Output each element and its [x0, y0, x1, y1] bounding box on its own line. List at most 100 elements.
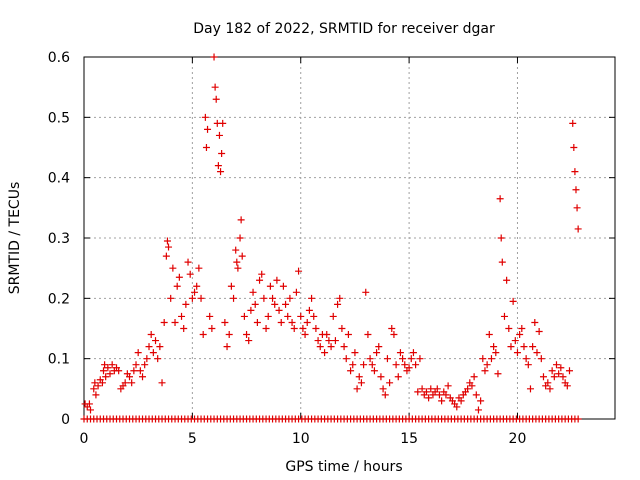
data-point	[162, 252, 170, 260]
data-point	[126, 373, 134, 381]
data-point	[92, 391, 100, 399]
data-point	[214, 162, 222, 170]
data-point	[160, 318, 168, 326]
x-axis-label: GPS time / hours	[285, 459, 402, 475]
data-point	[357, 379, 365, 387]
data-point	[279, 282, 287, 290]
data-point	[212, 95, 220, 103]
data-point	[202, 144, 210, 151]
data-point	[416, 355, 424, 363]
data-point	[321, 349, 329, 357]
data-point	[425, 394, 433, 402]
data-point	[247, 306, 255, 314]
data-point	[102, 373, 110, 381]
data-point	[134, 349, 142, 357]
data-point	[444, 382, 452, 390]
data-point	[323, 331, 331, 339]
data-point	[453, 403, 461, 411]
data-point	[329, 312, 337, 320]
data-point	[236, 234, 244, 242]
data-point	[197, 294, 205, 302]
data-point	[256, 276, 264, 284]
data-point	[518, 325, 526, 332]
data-point	[154, 355, 162, 363]
x-tick-label: 0	[80, 431, 89, 447]
data-point	[569, 119, 577, 127]
data-point	[509, 297, 517, 305]
data-point	[433, 385, 441, 393]
data-point	[273, 276, 281, 284]
data-point	[571, 168, 579, 176]
data-point	[468, 382, 476, 390]
axis-ticks	[83, 56, 615, 420]
data-point	[191, 288, 199, 296]
data-point	[522, 355, 530, 363]
data-point	[379, 385, 387, 393]
data-point	[91, 379, 99, 387]
data-point	[388, 325, 396, 332]
data-point	[184, 258, 192, 266]
data-point	[360, 361, 368, 369]
data-point	[175, 273, 183, 281]
data-point	[414, 388, 422, 396]
data-point	[483, 361, 491, 369]
data-point	[100, 367, 108, 375]
data-point	[479, 355, 487, 363]
data-point	[401, 361, 409, 369]
data-point	[139, 373, 147, 381]
data-point	[574, 415, 582, 423]
data-point	[412, 361, 420, 369]
data-point	[141, 361, 149, 369]
data-point	[563, 382, 571, 390]
x-tick-label: 15	[400, 431, 418, 447]
data-point	[297, 312, 305, 320]
data-point	[368, 361, 376, 369]
data-point	[152, 337, 160, 345]
data-point	[149, 349, 157, 357]
data-point	[227, 282, 235, 290]
data-point	[240, 312, 248, 320]
data-point	[165, 243, 173, 251]
data-point	[221, 318, 229, 326]
data-point	[325, 337, 333, 345]
data-point	[574, 225, 582, 233]
data-point	[173, 282, 181, 290]
data-point	[494, 370, 502, 378]
data-point	[524, 361, 532, 369]
data-point	[327, 343, 335, 351]
data-point	[511, 337, 519, 345]
data-point	[548, 367, 556, 375]
data-point	[438, 397, 446, 405]
data-point	[208, 325, 216, 332]
data-point	[442, 391, 450, 399]
data-point	[513, 349, 521, 357]
data-point	[492, 349, 500, 357]
data-point	[277, 318, 285, 326]
data-point	[370, 367, 378, 375]
data-point	[474, 406, 482, 414]
data-point	[552, 361, 560, 369]
data-point	[472, 391, 480, 399]
data-point	[546, 385, 554, 393]
data-point	[295, 267, 303, 275]
data-point	[362, 288, 370, 296]
y-tick-label: 0.5	[48, 110, 70, 126]
data-point	[507, 343, 515, 351]
data-point	[269, 294, 277, 302]
chart-title: Day 182 of 2022, SRMTID for receiver dga…	[193, 21, 495, 37]
data-point	[204, 125, 212, 133]
data-point	[104, 364, 112, 372]
data-point	[284, 312, 292, 320]
data-point	[299, 325, 307, 332]
data-point	[405, 364, 413, 372]
data-point	[347, 367, 355, 375]
data-point	[156, 343, 164, 351]
data-point	[245, 337, 253, 345]
data-point	[219, 119, 227, 127]
data-point	[108, 361, 116, 369]
data-point	[286, 294, 294, 302]
data-point	[338, 325, 346, 332]
data-point	[266, 282, 274, 290]
data-point	[128, 379, 136, 387]
data-point	[264, 312, 272, 320]
